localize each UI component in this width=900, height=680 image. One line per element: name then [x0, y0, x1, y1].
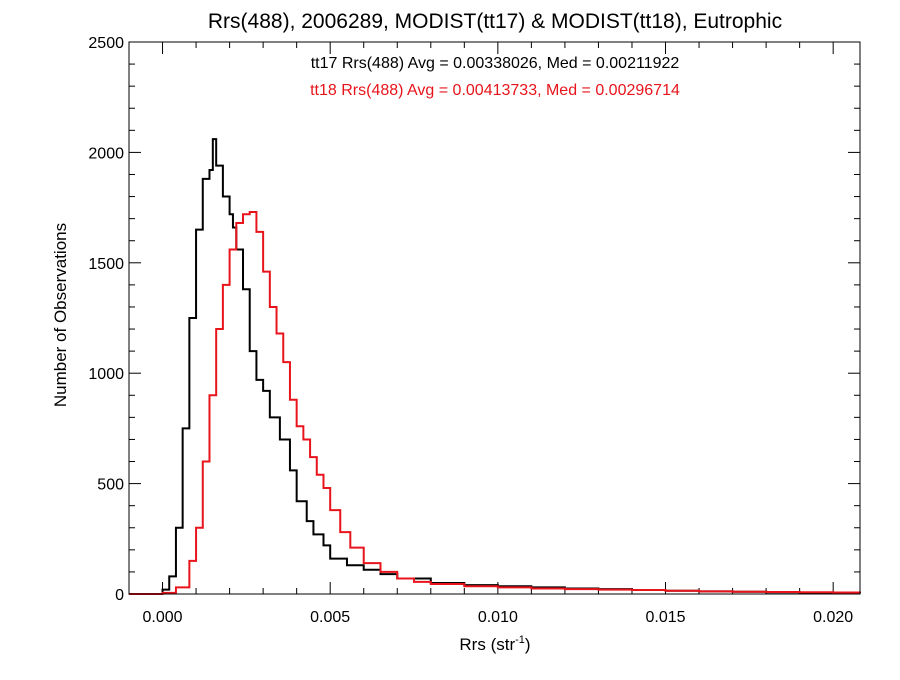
y-tick-label: 1000: [88, 366, 124, 383]
x-tick-label: 0.000: [143, 609, 183, 626]
x-tick-label: 0.020: [813, 609, 853, 626]
y-axis: 0 500 1000 1500 2000 2500: [88, 35, 860, 604]
y-tick-label: 500: [97, 477, 124, 494]
x-tick-label: 0.015: [645, 609, 685, 626]
y-tick-label: 1500: [88, 256, 124, 273]
x-tick-label: 0.010: [478, 609, 518, 626]
x-axis: 0.000 0.005 0.010 0.015 0.020: [128, 42, 853, 626]
x-axis-label: Rrs (str-1): [459, 634, 530, 654]
annotation-tt18: tt18 Rrs(488) Avg = 0.00413733, Med = 0.…: [310, 82, 680, 99]
x-axis-label-superscript: -1: [515, 634, 525, 646]
series-layer: [129, 138, 861, 595]
y-axis-label: Number of Observations: [51, 223, 70, 407]
y-tick-label: 2000: [88, 145, 124, 162]
x-axis-label-main: Rrs (str: [459, 635, 515, 654]
y-tick-label: 0: [115, 587, 124, 604]
x-axis-label-close: ): [525, 635, 531, 654]
x-tick-label: 0.005: [310, 609, 350, 626]
series-tt18-line: [129, 211, 861, 595]
plot-frame: [128, 41, 861, 595]
chart-title: Rrs(488), 2006289, MODIST(tt17) & MODIST…: [208, 10, 782, 33]
series-tt17-line: [129, 138, 861, 595]
annotation-tt17: tt17 Rrs(488) Avg = 0.00338026, Med = 0.…: [311, 55, 680, 72]
y-tick-label: 2500: [88, 35, 124, 52]
